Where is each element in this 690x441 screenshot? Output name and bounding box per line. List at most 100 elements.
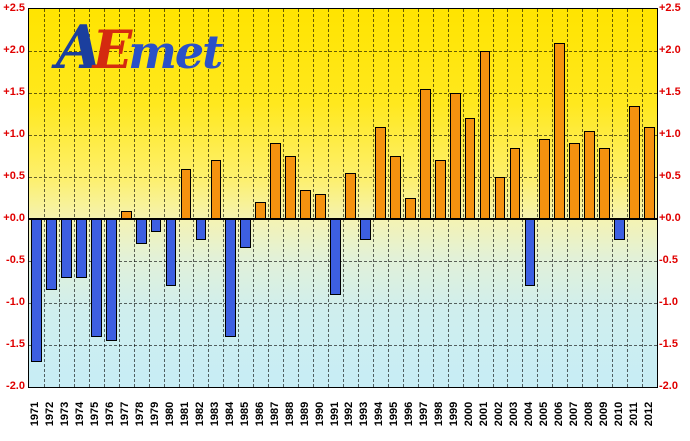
horizontal-gridline: [29, 345, 657, 346]
vertical-gridline: [58, 9, 60, 387]
horizontal-gridline: [29, 177, 657, 178]
y-tick-label-right: -1.5: [659, 338, 678, 350]
year-label-1977: 1977: [119, 401, 132, 427]
bar-1972: [46, 219, 57, 291]
year-label-1989: 1989: [298, 401, 311, 427]
year-label-1975: 1975: [89, 401, 102, 427]
year-label-1987: 1987: [268, 401, 281, 427]
bar-1995: [389, 156, 401, 219]
zero-line: [29, 218, 657, 220]
horizontal-gridline: [29, 261, 657, 262]
bar-1999: [449, 93, 461, 219]
aemet-logo: AEmet: [56, 18, 223, 81]
y-tick-label-left: +0.0: [3, 212, 25, 224]
vertical-gridline: [313, 9, 315, 387]
bar-1975: [90, 219, 102, 337]
y-tick-label-left: -2.0: [6, 380, 25, 392]
year-label-2002: 2002: [493, 401, 505, 427]
year-label-1998: 1998: [433, 401, 446, 427]
vertical-gridline: [343, 9, 344, 387]
vertical-gridline: [537, 9, 539, 387]
year-label-1996: 1996: [403, 401, 416, 427]
year-label-2006: 2006: [552, 401, 565, 427]
bar-1988: [285, 156, 297, 219]
year-label-1979: 1979: [149, 401, 162, 427]
y-tick-label-left: +2.0: [3, 44, 25, 56]
y-tick-label-right: +1.5: [659, 86, 681, 98]
vertical-gridline: [372, 9, 374, 387]
y-tick-label-right: +0.0: [659, 212, 681, 224]
year-label-1974: 1974: [74, 401, 87, 427]
vertical-gridline: [253, 9, 255, 387]
year-label-2003: 2003: [507, 401, 520, 427]
bar-2001: [479, 51, 491, 219]
year-label-1971: 1971: [29, 401, 42, 427]
vertical-gridline: [432, 9, 434, 387]
vertical-gridline: [417, 9, 419, 387]
bar-1979: [150, 219, 162, 232]
vertical-gridline: [387, 9, 389, 387]
vertical-gridline: [627, 9, 629, 387]
aemet-logo-letter-a: A: [56, 13, 103, 83]
y-tick-label-right: -2.0: [659, 380, 678, 392]
bar-1978: [135, 219, 147, 245]
year-label-1986: 1986: [253, 401, 266, 427]
vertical-gridline: [133, 9, 135, 387]
bar-2009: [599, 147, 611, 219]
bar-1991: [330, 219, 341, 295]
year-label-1980: 1980: [164, 401, 177, 427]
bar-2012: [644, 126, 655, 219]
year-label-1990: 1990: [313, 401, 326, 427]
bar-1992: [345, 172, 356, 219]
year-label-2008: 2008: [582, 401, 595, 427]
bar-1993: [360, 219, 371, 240]
bar-1986: [255, 202, 267, 219]
bar-2011: [629, 105, 640, 219]
y-tick-label-right: +2.0: [659, 44, 681, 56]
y-axis-left: +2.5 +2.0 +1.5 +1.0 +0.5 +0.0 -0.5 -1.0 -1.5 -2.0: [0, 2, 26, 392]
bar-1985: [240, 219, 252, 249]
aemet-logo-letter-e: E: [92, 20, 133, 81]
y-tick-label-left: -1.5: [6, 338, 25, 350]
horizontal-gridline: [29, 93, 657, 94]
bar-1996: [404, 198, 416, 219]
bar-1998: [434, 160, 446, 219]
bar-2010: [614, 219, 625, 240]
vertical-gridline: [357, 9, 359, 387]
y-tick-label-right: +2.5: [659, 2, 681, 14]
vertical-gridline: [552, 9, 554, 387]
y-tick-label-left: -1.0: [6, 296, 25, 308]
year-label-2001: 2001: [478, 401, 491, 427]
y-tick-label-right: -1.0: [659, 296, 678, 308]
year-label-2004: 2004: [522, 401, 535, 427]
vertical-gridline: [298, 9, 300, 387]
vertical-gridline: [567, 9, 569, 387]
y-tick-label-right: +1.0: [659, 128, 681, 140]
vertical-gridline: [118, 9, 120, 387]
horizontal-gridline: [29, 303, 657, 304]
bar-2008: [584, 130, 596, 219]
year-label-1976: 1976: [104, 401, 117, 427]
year-label-1994: 1994: [373, 401, 386, 427]
bar-1987: [270, 143, 282, 219]
year-label-1997: 1997: [418, 401, 431, 427]
year-label-1978: 1978: [134, 401, 147, 427]
vertical-gridline: [178, 9, 180, 387]
vertical-gridline: [103, 9, 105, 387]
year-label-2011: 2011: [627, 402, 640, 426]
vertical-gridline: [492, 9, 494, 387]
year-label-2005: 2005: [537, 401, 550, 427]
year-label-1993: 1993: [358, 401, 371, 427]
year-label-1991: 1991: [328, 401, 341, 427]
year-label-1999: 1999: [448, 401, 461, 427]
vertical-gridline: [268, 9, 270, 387]
vertical-gridline: [73, 9, 75, 387]
y-tick-label-left: +1.5: [3, 86, 25, 98]
y-axis-right: +2.5 +2.0 +1.5 +1.0 +0.5 +0.0 -0.5 -1.0 -1.5 -2.0: [659, 2, 689, 392]
bar-1981: [180, 168, 192, 219]
year-label-1984: 1984: [223, 401, 236, 427]
vertical-gridline: [462, 9, 464, 387]
vertical-gridline: [283, 9, 285, 387]
vertical-gridline: [642, 9, 644, 387]
